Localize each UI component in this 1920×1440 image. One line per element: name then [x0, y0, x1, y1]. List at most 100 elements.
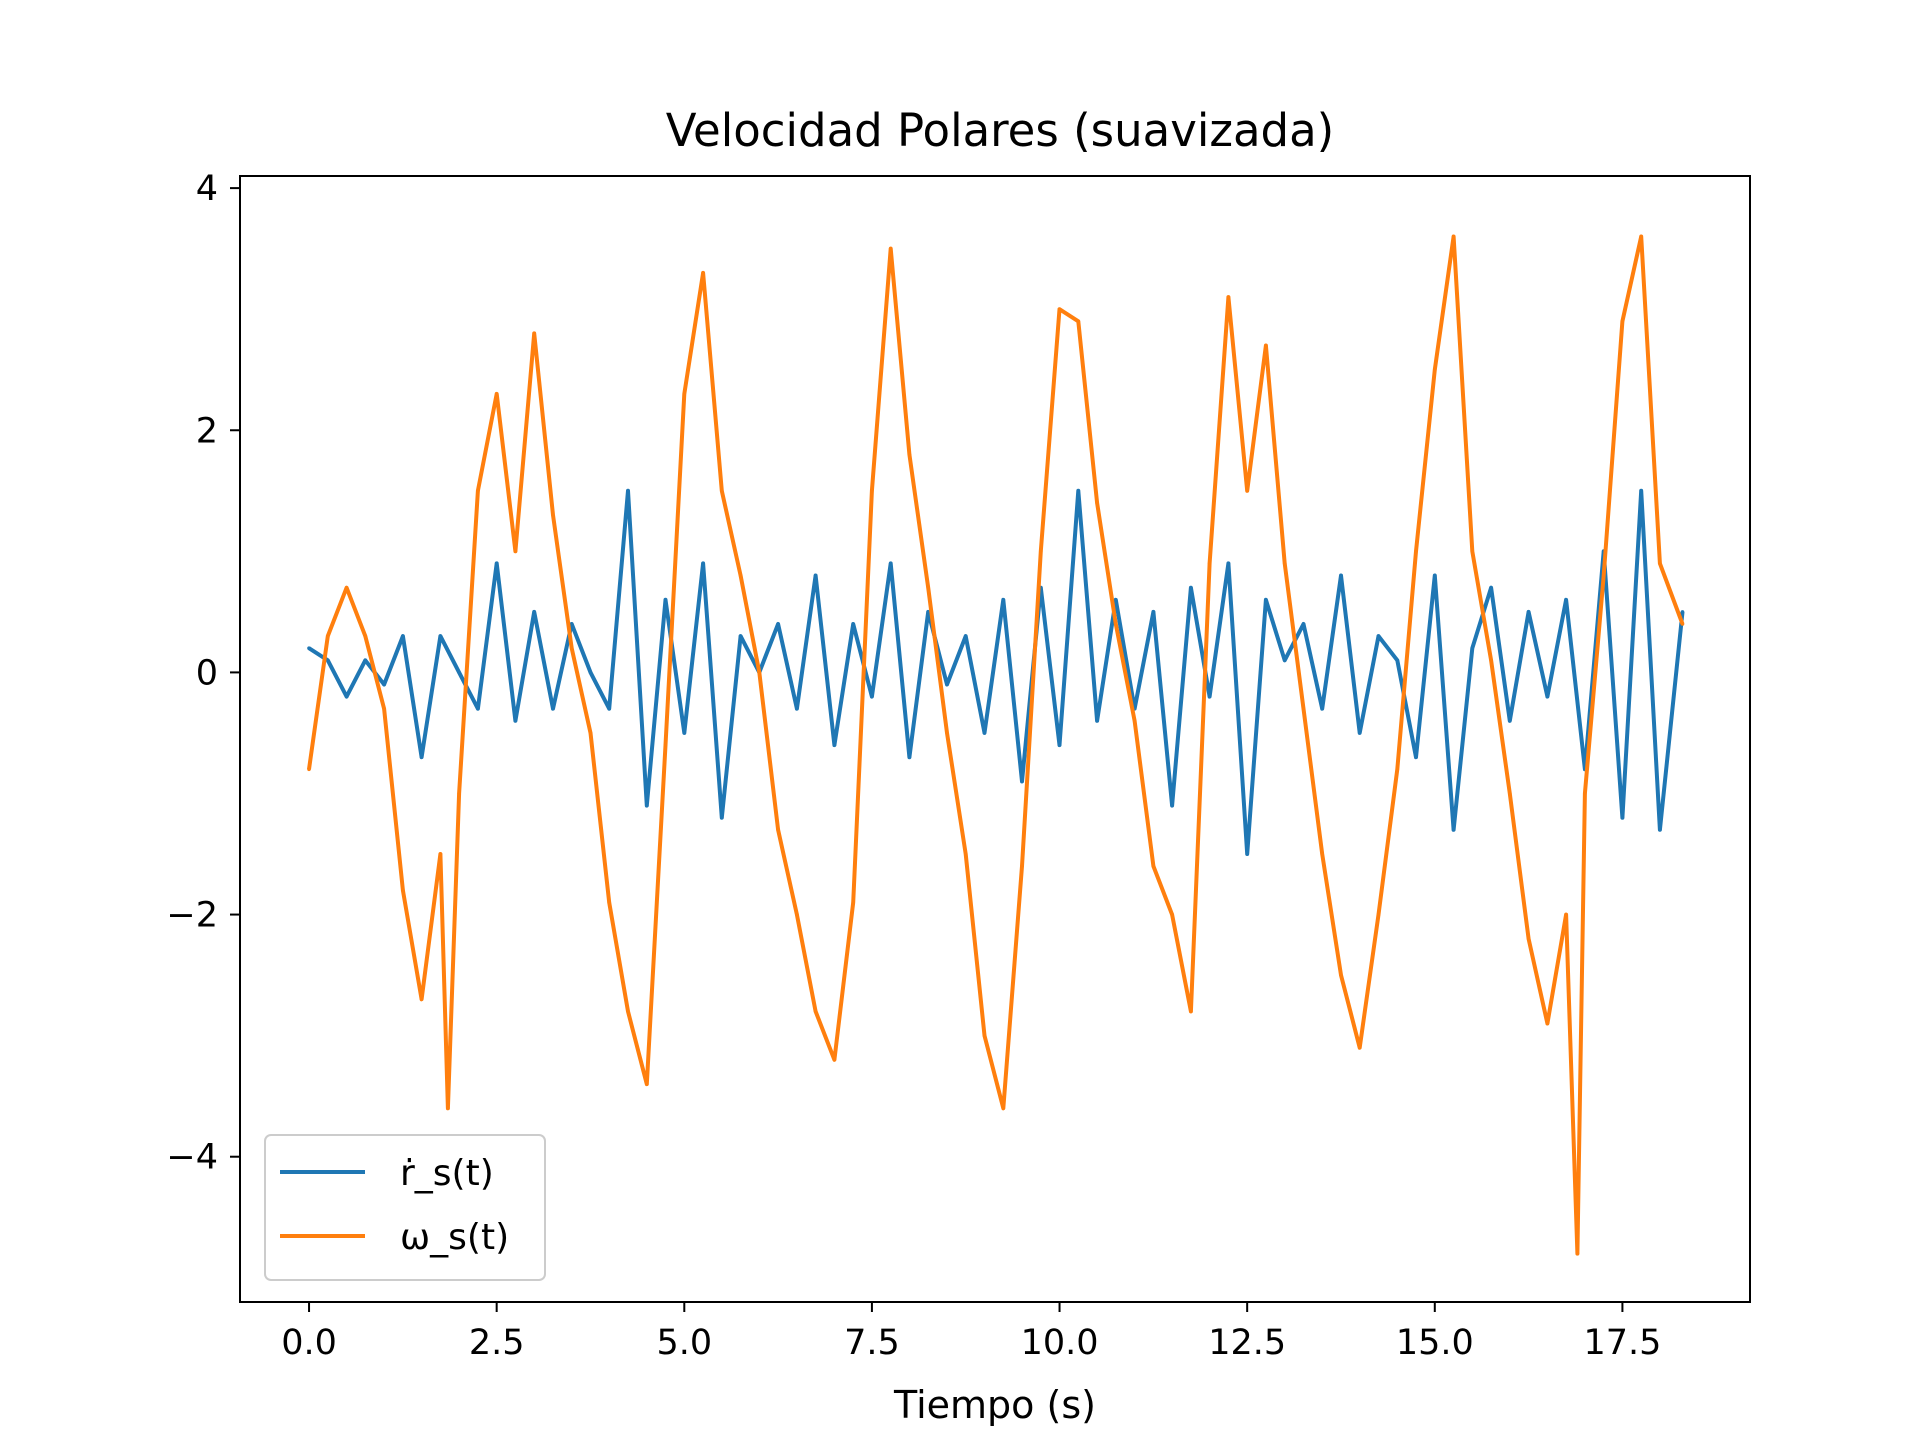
data-point — [813, 573, 818, 578]
data-point — [1076, 319, 1081, 324]
series-line-r — [307, 488, 1685, 856]
data-point — [682, 731, 687, 735]
data-point — [1132, 719, 1137, 723]
legend: ṙ_s(t) ω_s(t) — [264, 1134, 546, 1281]
data-point — [1020, 864, 1024, 868]
data-point — [1282, 561, 1287, 566]
data-point — [1433, 367, 1437, 372]
data-point — [588, 731, 593, 735]
data-point — [1207, 561, 1212, 566]
data-point — [776, 828, 780, 832]
data-point — [1451, 828, 1456, 832]
y-tick-label: −2 — [166, 896, 218, 936]
data-point — [757, 670, 762, 675]
data-point — [776, 622, 780, 626]
data-point — [326, 634, 330, 638]
y-tick-label: 0 — [196, 653, 218, 693]
data-point — [645, 803, 649, 808]
x-axis-label: Tiempo (s) — [893, 1383, 1096, 1427]
data-point — [1226, 561, 1231, 566]
data-point — [569, 646, 574, 650]
data-point — [720, 815, 724, 820]
data-point — [1226, 295, 1231, 299]
data-point — [1095, 719, 1099, 723]
data-point — [907, 755, 912, 759]
data-point — [382, 682, 386, 687]
data-point — [926, 585, 930, 590]
data-point — [963, 852, 968, 856]
data-point — [401, 634, 405, 638]
y-tick-label: −4 — [166, 1138, 218, 1178]
data-point — [1639, 234, 1643, 239]
data-point — [851, 622, 855, 626]
data-point — [1564, 598, 1568, 602]
data-point — [1639, 489, 1643, 493]
data-point — [926, 610, 930, 614]
data-point — [851, 900, 855, 905]
data-point — [1489, 585, 1493, 590]
data-point — [1601, 573, 1606, 578]
data-point — [907, 452, 912, 457]
data-point — [682, 392, 687, 396]
data-point — [1620, 319, 1625, 324]
data-point — [738, 634, 743, 638]
data-point — [1039, 549, 1043, 554]
y-tick-label: 2 — [196, 411, 218, 451]
data-point — [1020, 779, 1024, 784]
x-tick-label: 0.0 — [281, 1323, 337, 1363]
data-point — [344, 585, 349, 590]
data-point — [645, 1082, 649, 1086]
data-point — [738, 573, 743, 578]
data-point — [1470, 549, 1475, 554]
data-point — [1376, 912, 1381, 917]
data-point — [1658, 561, 1662, 566]
data-point — [382, 706, 386, 711]
x-tick-label: 7.5 — [844, 1323, 900, 1363]
data-point — [870, 694, 874, 699]
data-point — [513, 549, 518, 554]
data-point — [1620, 815, 1625, 820]
x-axis: 0.0 2.5 5.0 7.5 10.0 12.5 15.0 17.5 — [281, 1302, 1661, 1363]
data-point — [438, 634, 443, 638]
data-point — [1189, 585, 1193, 590]
data-point — [1057, 743, 1062, 747]
data-point — [626, 489, 630, 493]
data-point — [1451, 234, 1456, 239]
data-point — [363, 658, 368, 663]
data-point — [1282, 658, 1287, 663]
data-point — [1114, 622, 1118, 626]
data-point — [513, 719, 518, 723]
data-point — [832, 743, 837, 747]
x-tick-label: 15.0 — [1396, 1323, 1474, 1363]
data-point — [1395, 767, 1400, 772]
data-point — [963, 634, 968, 638]
x-tick-label: 12.5 — [1208, 1323, 1286, 1363]
data-point — [832, 1058, 837, 1062]
data-point — [1301, 622, 1306, 626]
data-point — [945, 731, 949, 735]
data-point — [607, 900, 611, 905]
data-point — [588, 670, 593, 675]
series-layer — [307, 234, 1685, 1256]
data-point — [1207, 694, 1212, 699]
plot-area-frame — [239, 175, 1751, 1303]
data-point — [1114, 598, 1118, 602]
data-point — [494, 561, 499, 566]
data-point — [307, 767, 311, 772]
data-point — [607, 706, 611, 711]
data-point — [1470, 646, 1475, 650]
series-line-omega — [307, 234, 1685, 1256]
data-point — [476, 489, 480, 493]
data-point — [1151, 864, 1156, 868]
data-point — [1508, 719, 1512, 723]
data-point — [1170, 912, 1174, 917]
data-point — [551, 706, 555, 711]
data-point — [1320, 852, 1324, 856]
data-point — [1189, 1009, 1193, 1014]
chart-title: Velocidad Polares (suavizada) — [666, 104, 1334, 157]
data-point — [326, 658, 330, 663]
data-point — [1526, 937, 1531, 941]
data-point — [1076, 489, 1081, 493]
